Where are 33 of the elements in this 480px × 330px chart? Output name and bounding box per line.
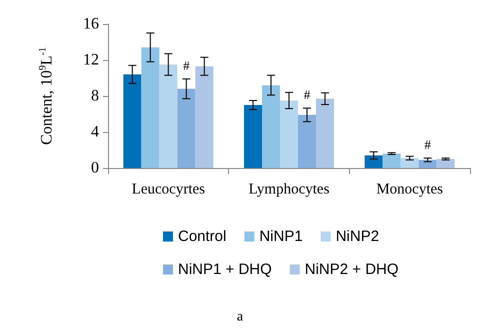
annotation: # [424, 137, 432, 152]
bar [244, 105, 262, 168]
text: a [236, 310, 244, 324]
y-tick-label: 8 [91, 88, 99, 104]
bar [382, 154, 401, 168]
y-axis-title: Content, 109L-1 [38, 47, 56, 145]
bar [262, 85, 280, 168]
annotation: # [304, 87, 311, 102]
bar [298, 114, 316, 168]
bar [418, 160, 437, 168]
bar [141, 47, 160, 168]
legend-label: NiNP2 + DHQ [304, 261, 399, 278]
x-tick-label: Leucocyrtes [132, 182, 206, 198]
bar [195, 66, 214, 168]
bar [177, 88, 196, 168]
legend-label: Control [178, 228, 226, 245]
x-tick-label: Lymphocytes [248, 182, 330, 198]
y-tick-label: 12 [83, 52, 99, 68]
bar [436, 159, 455, 168]
y-tick-label: 16 [83, 16, 99, 32]
legend-label: NiNP1 + DHQ [178, 261, 272, 278]
bar [400, 158, 419, 168]
annotation: # [183, 58, 190, 73]
bar [123, 74, 142, 168]
legend-label: NiNP1 [259, 228, 303, 245]
bar [159, 64, 178, 168]
bar [316, 98, 334, 168]
y-tick-label: 0 [91, 160, 99, 176]
y-tick-label: 4 [91, 124, 99, 140]
bar [364, 155, 383, 168]
legend-label: NiNP2 [336, 228, 380, 245]
x-tick-label: Monocytes [376, 182, 444, 198]
bar [280, 100, 298, 168]
